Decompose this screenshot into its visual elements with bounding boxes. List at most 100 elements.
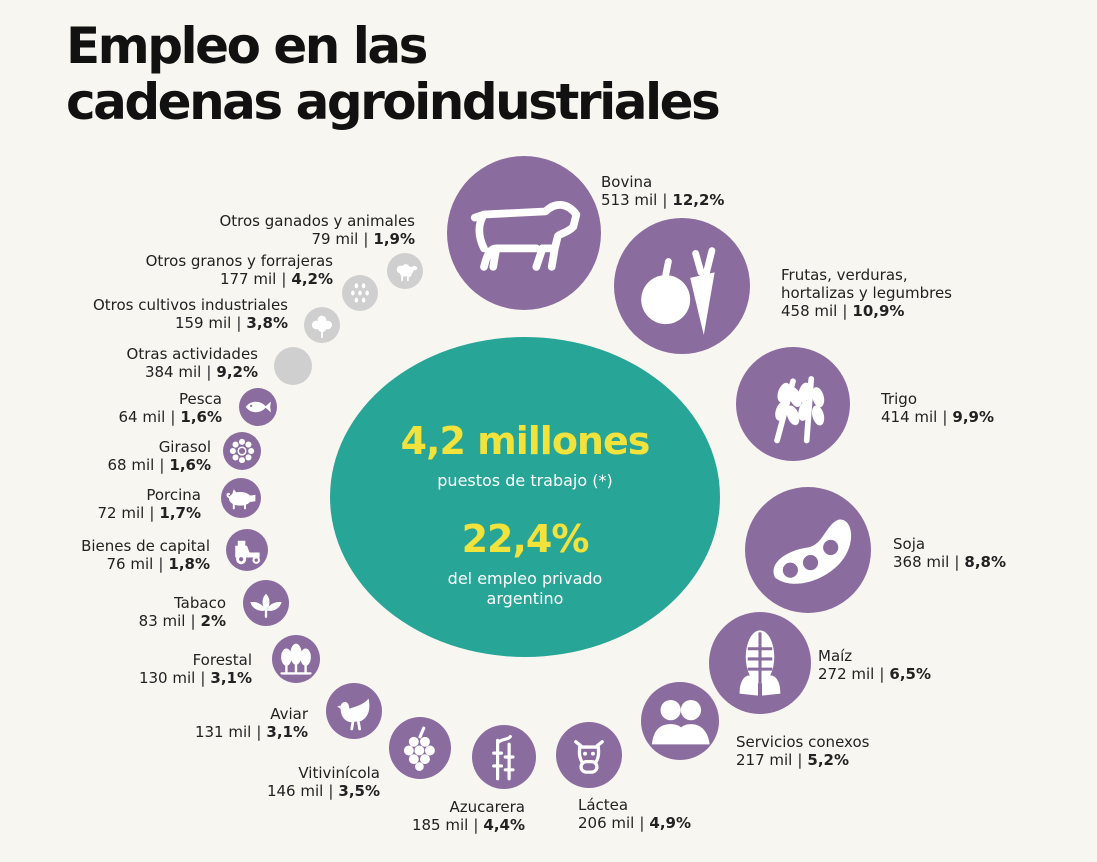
- chain-label: Soja 368 mil | 8,8%: [893, 535, 1006, 571]
- chain-jobs: 159 mil: [174, 314, 232, 332]
- chain-bubble: [239, 388, 277, 426]
- separator: |: [200, 669, 206, 687]
- separator: |: [159, 456, 165, 474]
- chain-values: 513 mil | 12,2%: [601, 191, 724, 209]
- chain-name: Girasol: [158, 438, 211, 456]
- chain-share: 12,2%: [672, 191, 725, 209]
- chain-bubble: [243, 580, 289, 626]
- chain-name: Tabaco: [173, 594, 226, 612]
- chain-bubble: [389, 717, 451, 779]
- separator: |: [158, 555, 164, 573]
- separator: |: [797, 751, 803, 769]
- chain-share: 9,2%: [216, 363, 258, 381]
- chain-values: 146 mil | 3,5%: [267, 782, 380, 800]
- chain-bubble: [223, 432, 261, 470]
- chain-share: 1,7%: [159, 504, 201, 522]
- chain-jobs: 131 mil: [194, 723, 252, 741]
- chain-name: Bienes de capital: [81, 537, 210, 555]
- separator: |: [363, 230, 369, 248]
- chain-values: 159 mil | 3,8%: [93, 314, 288, 332]
- chain-bubble: [447, 156, 601, 310]
- chain-share: 1,6%: [180, 408, 222, 426]
- chain-bubble: [614, 218, 750, 354]
- separator: |: [281, 270, 287, 288]
- chain-share: 3,5%: [338, 782, 380, 800]
- chain-bubble: [736, 347, 850, 461]
- chain-name: Forestal: [192, 651, 252, 669]
- separator: |: [662, 191, 668, 209]
- chain-name: Porcina: [146, 486, 201, 504]
- chain-label: Láctea 206 mil | 4,9%: [578, 796, 691, 832]
- chain-name: Soja: [893, 535, 926, 553]
- chain-label: Trigo 414 mil | 9,9%: [881, 390, 994, 426]
- chain-values: 206 mil | 4,9%: [578, 814, 691, 832]
- chain-jobs: 83 mil: [138, 612, 186, 630]
- total-jobs-caption: puestos de trabajo (*): [437, 471, 613, 490]
- chain-bubble: [342, 275, 378, 311]
- chain-jobs: 384 mil: [144, 363, 202, 381]
- chain-name: Vitivinícola: [298, 764, 380, 782]
- chain-jobs: 513 mil: [601, 191, 658, 209]
- chain-bubble: [272, 635, 320, 683]
- chain-jobs: 206 mil: [578, 814, 635, 832]
- separator: |: [473, 816, 479, 834]
- separator: |: [942, 408, 948, 426]
- separator: |: [149, 504, 155, 522]
- chain-share: 8,8%: [964, 553, 1007, 571]
- chain-jobs: 130 mil: [138, 669, 196, 687]
- chain-values: 64 mil | 1,6%: [119, 408, 222, 426]
- chain-share: 5,2%: [807, 751, 850, 769]
- chain-values: 368 mil | 8,8%: [893, 553, 1006, 571]
- chain-name: Bovina: [601, 173, 653, 191]
- separator: |: [639, 814, 645, 832]
- chain-jobs: 68 mil: [107, 456, 155, 474]
- chain-bubble: [709, 612, 811, 714]
- chain-name: Servicios conexos: [736, 733, 870, 751]
- chain-jobs: 368 mil: [893, 553, 950, 571]
- share-caption-line-2: argentino: [486, 589, 564, 608]
- title-line-2: cadenas agroindustriales: [66, 73, 721, 131]
- chain-values: 131 mil | 3,1%: [195, 723, 308, 741]
- chain-jobs: 185 mil: [411, 816, 469, 834]
- separator: |: [879, 665, 885, 683]
- chain-bubble: [745, 487, 871, 613]
- chain-values: 177 mil | 4,2%: [146, 270, 333, 288]
- separator: |: [256, 723, 262, 741]
- chain-values: 76 mil | 1,8%: [81, 555, 210, 573]
- chain-jobs: 177 mil: [219, 270, 277, 288]
- title-line-1: Empleo en las: [66, 17, 428, 75]
- chain-values: 79 mil | 1,9%: [219, 230, 415, 248]
- chain-label: Azucarera 185 mil | 4,4%: [412, 798, 525, 834]
- chain-share: 3,1%: [210, 669, 252, 687]
- chain-label: Pesca 64 mil | 1,6%: [119, 390, 222, 426]
- chain-name: Maíz: [818, 647, 853, 665]
- chain-share: 6,5%: [889, 665, 932, 683]
- chain-values: 414 mil | 9,9%: [881, 408, 994, 426]
- chain-name: Otros ganados y animales: [219, 212, 415, 230]
- chain-jobs: 414 mil: [881, 408, 938, 426]
- chain-bubble: [641, 682, 719, 760]
- chain-jobs: 72 mil: [97, 504, 145, 522]
- chain-name: Láctea: [578, 796, 629, 814]
- chain-jobs: 146 mil: [266, 782, 324, 800]
- chain-jobs: 79 mil: [311, 230, 359, 248]
- chain-name-line-2: hortalizas y legumbres: [781, 284, 952, 302]
- chain-name: Pesca: [179, 390, 222, 408]
- chain-bubble: [221, 478, 261, 518]
- separator: |: [954, 553, 960, 571]
- chain-jobs: 272 mil: [818, 665, 875, 683]
- chain-label: Forestal 130 mil | 3,1%: [139, 651, 252, 687]
- chain-label: Otras actividades 384 mil | 9,2%: [127, 345, 258, 381]
- separator: |: [190, 612, 196, 630]
- chain-values: 217 mil | 5,2%: [736, 751, 869, 769]
- chain-values: 83 mil | 2%: [139, 612, 226, 630]
- chain-values: 272 mil | 6,5%: [818, 665, 931, 683]
- chain-bubble: [556, 722, 622, 788]
- chain-values: 68 mil | 1,6%: [108, 456, 211, 474]
- chain-jobs: 76 mil: [106, 555, 154, 573]
- chain-bubble: [304, 307, 340, 343]
- chain-share: 1,6%: [169, 456, 211, 474]
- chain-values: 384 mil | 9,2%: [127, 363, 258, 381]
- chain-label: Aviar 131 mil | 3,1%: [195, 705, 308, 741]
- chain-bubble: [472, 725, 536, 789]
